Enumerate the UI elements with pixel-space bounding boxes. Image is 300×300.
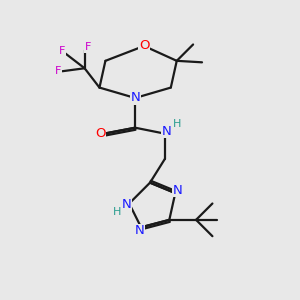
Text: F: F — [84, 43, 91, 52]
Text: H: H — [173, 119, 182, 129]
Text: N: N — [135, 224, 145, 237]
Text: F: F — [59, 46, 65, 56]
Text: N: N — [173, 184, 182, 196]
Text: F: F — [55, 66, 61, 76]
Text: N: N — [121, 199, 131, 212]
Text: H: H — [112, 207, 121, 217]
Text: N: N — [130, 92, 140, 104]
Text: O: O — [95, 127, 106, 140]
Text: O: O — [139, 40, 149, 52]
Text: N: N — [161, 125, 171, 138]
